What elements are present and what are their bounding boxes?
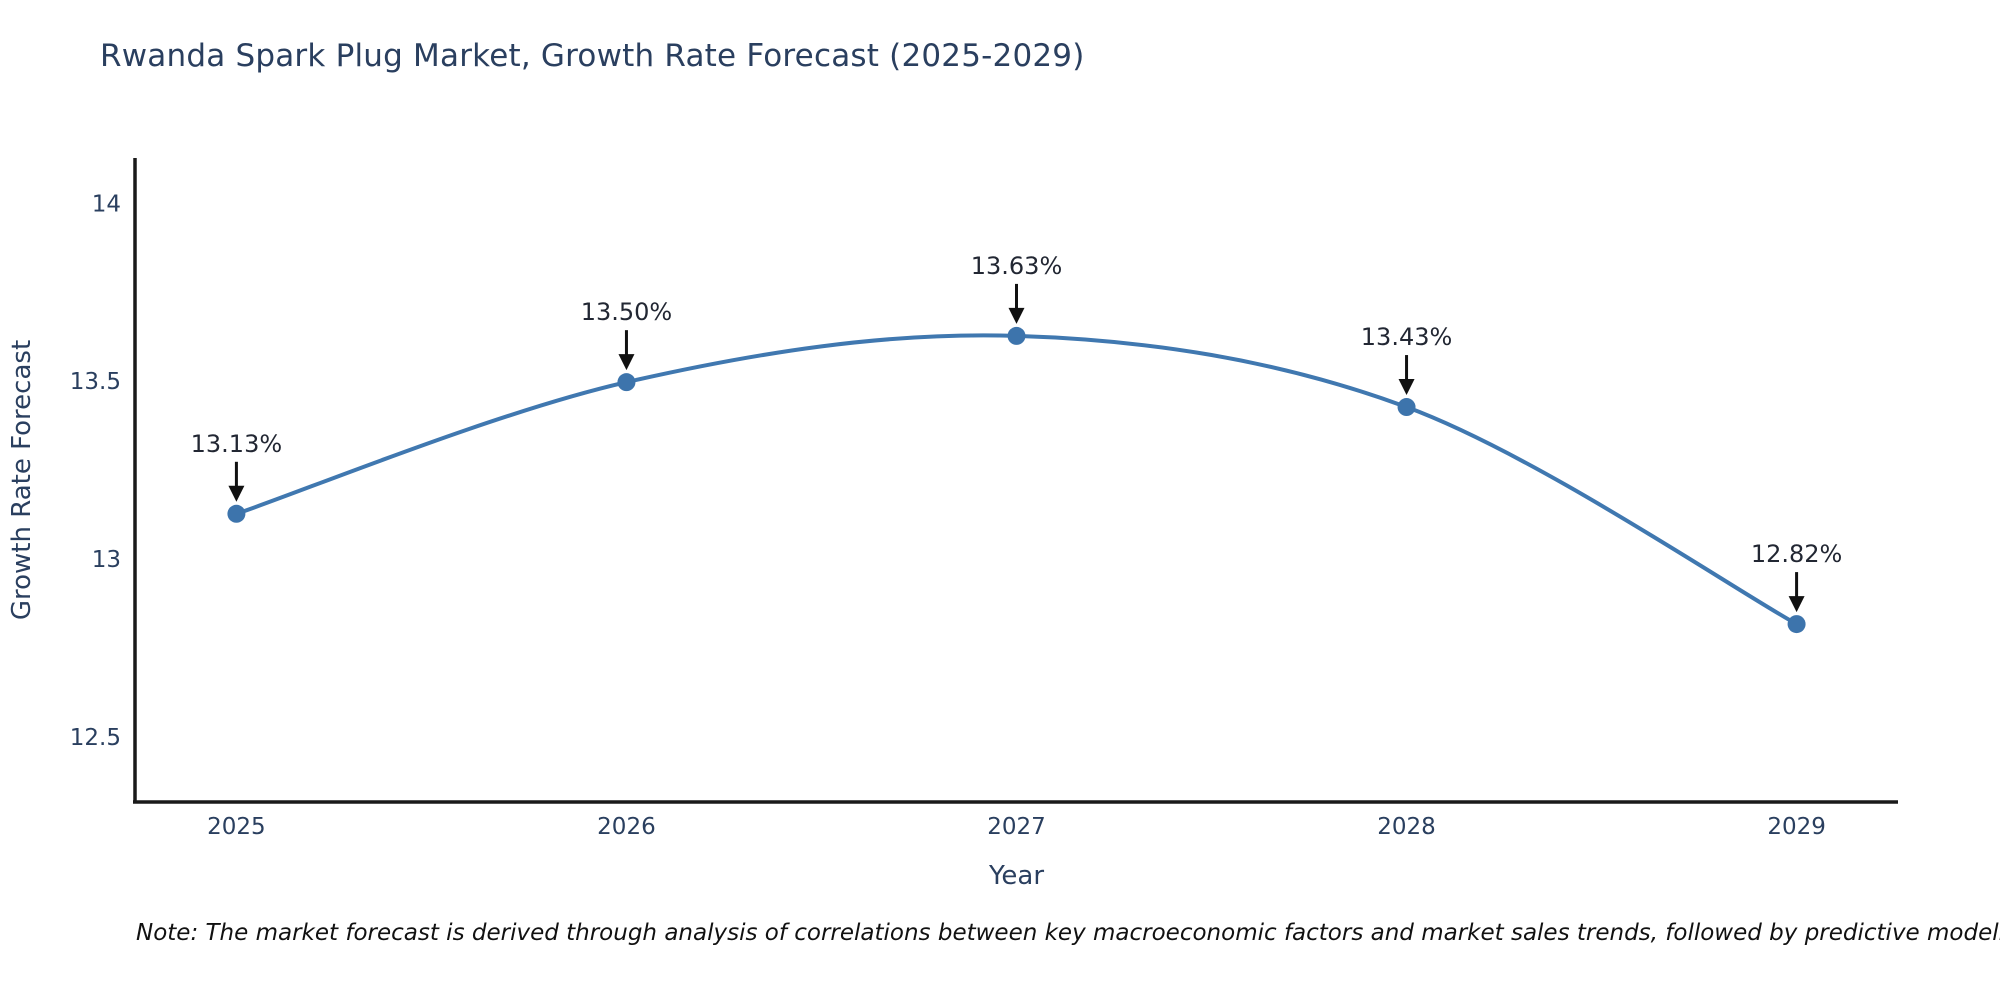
data-point[interactable]: [1007, 326, 1026, 345]
data-point-label: 12.82%: [1751, 540, 1843, 568]
annotation-arrowhead: [1008, 307, 1025, 324]
data-point-label: 13.63%: [971, 252, 1063, 280]
chart-footnote: Note: The market forecast is derived thr…: [136, 920, 2000, 946]
annotation-arrowhead: [1788, 596, 1805, 613]
x-tick-label: 2029: [1767, 814, 1826, 840]
y-tick-label: 13: [92, 547, 121, 573]
x-axis-title: Year: [988, 861, 1044, 891]
x-tick-label: 2028: [1377, 814, 1436, 840]
y-tick-label: 13.5: [70, 369, 121, 395]
y-axis-title: Growth Rate Forecast: [7, 340, 37, 620]
y-tick-label: 12.5: [70, 725, 121, 751]
x-tick-label: 2025: [207, 814, 266, 840]
annotation-arrowhead: [1398, 379, 1415, 396]
growth-rate-line: [234, 333, 1799, 627]
x-tick-label: 2026: [597, 814, 656, 840]
chart-title: Rwanda Spark Plug Market, Growth Rate Fo…: [100, 38, 1085, 74]
x-tick-label: 2027: [987, 814, 1046, 840]
annotation-arrowhead: [228, 485, 245, 502]
data-point-label: 13.43%: [1361, 323, 1453, 351]
data-point[interactable]: [227, 504, 246, 523]
data-point[interactable]: [1397, 398, 1416, 417]
data-point[interactable]: [617, 373, 636, 392]
annotation-arrowhead: [618, 354, 635, 371]
data-point-label: 13.50%: [581, 298, 673, 326]
data-point-label: 13.13%: [191, 430, 283, 458]
y-tick-label: 14: [92, 191, 121, 217]
data-point[interactable]: [1787, 615, 1806, 634]
